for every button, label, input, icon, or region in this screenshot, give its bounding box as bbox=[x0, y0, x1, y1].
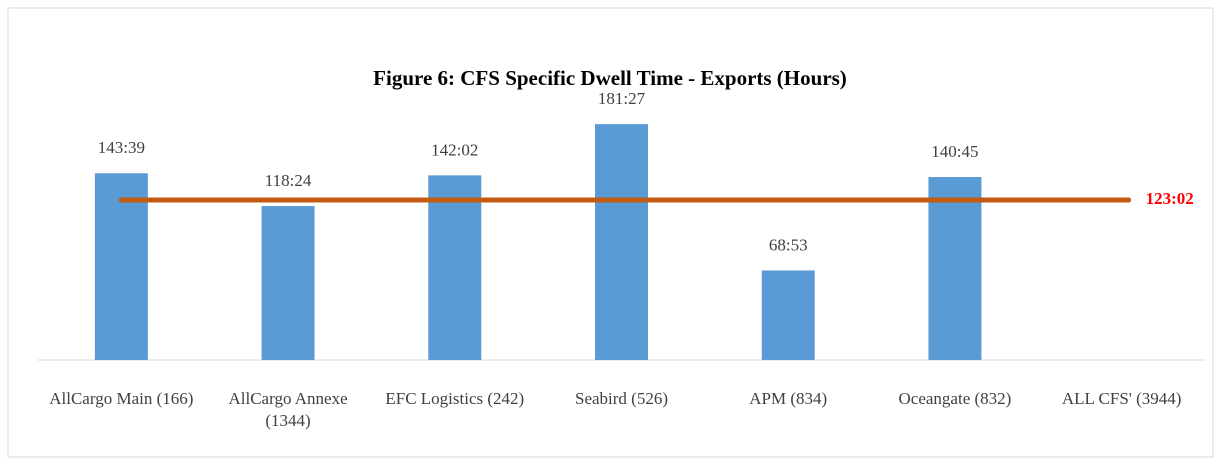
x-tick-label: AllCargo Main (166) bbox=[49, 389, 194, 408]
bar bbox=[94, 173, 148, 360]
x-tick-label: Seabird (526) bbox=[574, 389, 668, 408]
data-label: 118:24 bbox=[265, 171, 312, 190]
data-label: 68:53 bbox=[769, 235, 808, 254]
data-label: 143:39 bbox=[98, 138, 145, 157]
x-tick-label: EFC Logistics (242) bbox=[385, 389, 525, 408]
x-tick-label: ALL CFS' (3944) bbox=[1061, 389, 1182, 408]
x-tick-label: AllCargo Annexe (1344) bbox=[228, 389, 348, 430]
x-tick-label: APM (834) bbox=[749, 389, 828, 408]
bar bbox=[928, 177, 982, 360]
data-label: 140:45 bbox=[931, 142, 978, 161]
data-label: 181:27 bbox=[598, 89, 646, 108]
bar bbox=[761, 270, 815, 360]
x-tick-label: Oceangate (832) bbox=[898, 389, 1012, 408]
bar bbox=[428, 175, 482, 360]
reference-label: 123:02 bbox=[1146, 189, 1194, 208]
bar bbox=[261, 206, 315, 360]
data-label: 142:02 bbox=[431, 140, 478, 159]
chart-title: Figure 6: CFS Specific Dwell Time - Expo… bbox=[373, 66, 847, 90]
bar bbox=[595, 124, 648, 361]
